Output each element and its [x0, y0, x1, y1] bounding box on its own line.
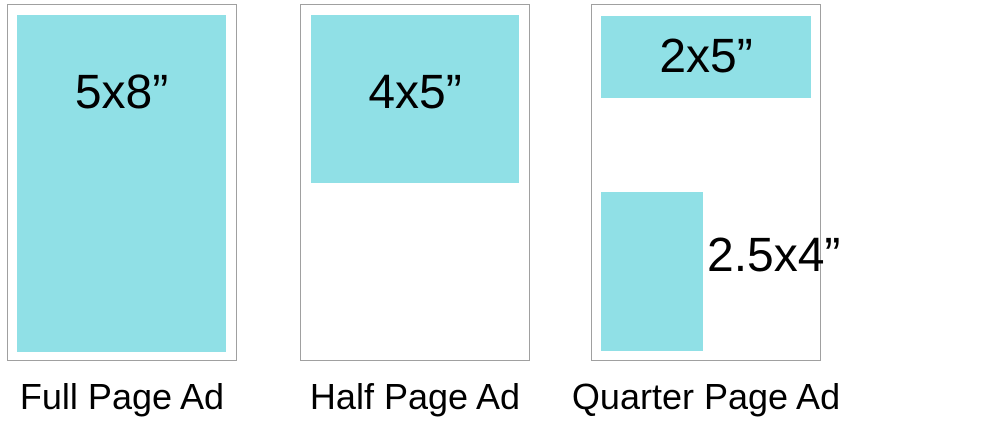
ad-area-2-5x4 [601, 192, 703, 351]
ad-area-4x5: 4x5” [311, 15, 519, 183]
caption-full-page: Full Page Ad [19, 376, 225, 417]
ad-area-2x5: 2x5” [601, 16, 811, 98]
page-outline-quarter: 2x5” 2.5x4” [591, 4, 840, 361]
caption-quarter-page: Quarter Page Ad [571, 376, 841, 417]
ad-dimension-label-4x5: 4x5” [368, 66, 462, 119]
page-outline-full: 5x8” [7, 4, 237, 361]
ad-dimension-label-5x8: 5x8” [74, 66, 169, 119]
ad-dimension-label-2x5: 2x5” [659, 30, 753, 83]
page-outline-half: 4x5” [300, 4, 530, 361]
caption-half-page: Half Page Ad [309, 376, 521, 417]
ad-dimension-label-2-5x4: 2.5x4” [707, 229, 841, 282]
ad-area-5x8: 5x8” [17, 15, 226, 352]
